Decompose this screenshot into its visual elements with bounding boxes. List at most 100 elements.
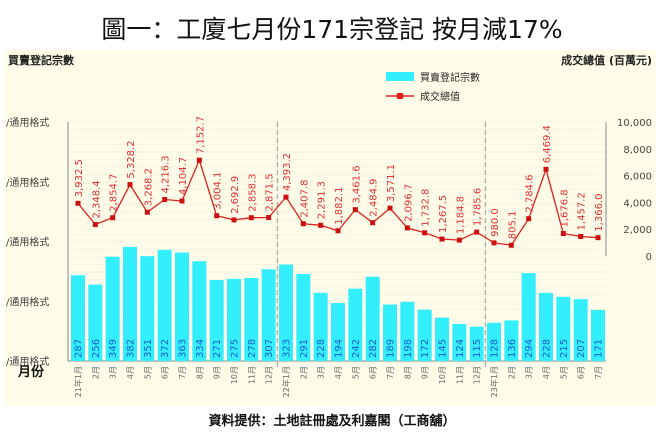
x-tick-label: 2月 [91, 366, 100, 379]
line-label: 1,457.2 [577, 192, 588, 230]
line-label: 2,858.3 [247, 174, 258, 212]
line-marker [300, 221, 306, 227]
bar [331, 303, 345, 361]
bar [573, 299, 588, 361]
line-marker [578, 233, 584, 239]
source-note: 資料提供：土地註冊處及利嘉閣（工商舖） [208, 414, 456, 429]
line-marker [422, 230, 428, 236]
right-tick-label: 6,000 [623, 172, 652, 183]
bar [469, 326, 484, 361]
x-tick-label: 10月 [230, 366, 239, 384]
x-tick-label: 21年1月 [73, 366, 83, 397]
x-tick-label: 12月 [265, 366, 274, 384]
x-tick-label: 5月 [351, 366, 360, 379]
x-axis-title: 月份 [17, 364, 45, 380]
line-marker [162, 197, 168, 203]
bar [175, 252, 189, 361]
x-tick-label: 9月 [213, 366, 222, 379]
bar [591, 309, 605, 361]
x-tick-label: 7月 [594, 366, 603, 379]
line-marker [266, 215, 272, 221]
bar-label: 278 [247, 339, 258, 358]
x-tick-label: 6月 [369, 366, 378, 379]
bar [261, 269, 276, 361]
x-tick-label: 5月 [559, 366, 568, 379]
line-marker [127, 182, 133, 188]
line-marker [179, 198, 185, 204]
bar-label: 228 [316, 339, 327, 358]
bar-label: 145 [438, 339, 449, 358]
left-tick-label: /通用格式 [6, 355, 49, 368]
line-label: 5,328.2 [126, 140, 137, 178]
bar [140, 256, 155, 361]
x-tick-label: 23年1月 [489, 366, 499, 397]
bar-label: 171 [594, 339, 605, 358]
x-tick-label: 7月 [386, 366, 395, 379]
page-title: 圖一：工廈七月份171宗登記 按月減17% [101, 15, 563, 44]
bar [452, 323, 467, 361]
bar [313, 292, 328, 361]
line-label: 2,871.5 [265, 173, 276, 211]
line-label: 1,366.0 [594, 194, 605, 232]
bar-label: 189 [386, 339, 397, 358]
bar-label: 172 [420, 339, 431, 358]
line-label: 4,216.3 [161, 155, 172, 193]
line-label: 1,785.6 [473, 188, 484, 226]
line-label: 2,854.7 [109, 174, 120, 212]
left-tick-label: /通用格式 [6, 176, 49, 189]
line-marker [92, 222, 98, 228]
bar-label: 242 [351, 339, 362, 358]
x-tick-label: 3月 [109, 366, 118, 379]
x-tick-label: 7月 [178, 366, 187, 379]
line-marker [214, 213, 220, 219]
left-tick-label: /通用格式 [6, 116, 49, 129]
line-label: 1,184.8 [455, 196, 466, 234]
line-label: 2,692.9 [230, 176, 241, 214]
x-tick-label: 2月 [299, 366, 308, 379]
line-marker [439, 236, 445, 242]
bar-label: 294 [524, 339, 535, 358]
x-tick-label: 8月 [403, 366, 412, 379]
bar [157, 249, 172, 361]
line-marker [543, 166, 549, 172]
right-tick-label: 0 [646, 252, 652, 263]
bar-label: 136 [507, 339, 518, 358]
bar-label: 207 [576, 339, 587, 358]
legend-line-marker [397, 93, 403, 99]
line-marker [196, 157, 202, 163]
bar-label: 128 [490, 339, 501, 358]
x-tick-label: 5月 [143, 366, 152, 379]
legend-bar-label: 買賣登記宗數 [420, 71, 480, 84]
bar [521, 273, 536, 361]
bar [71, 275, 85, 361]
line-marker [144, 209, 150, 215]
line-marker [526, 216, 532, 222]
bar-label: 291 [299, 339, 310, 358]
left-axis-title: 買賣登記宗數 [8, 53, 74, 67]
x-tick-label: 4月 [334, 366, 343, 379]
line-label: 4,393.2 [282, 153, 293, 191]
right-tick-label: 4,000 [623, 198, 652, 209]
bar [123, 246, 137, 361]
x-tick-label: 2月 [507, 366, 516, 379]
line-marker [352, 207, 358, 213]
bar [244, 277, 259, 361]
legend-bar-swatch [386, 72, 414, 81]
line-label: 1,676.8 [559, 189, 570, 227]
x-tick-label: 6月 [161, 366, 170, 379]
line-label: 7,152.7 [195, 116, 206, 154]
bar [227, 278, 241, 361]
line-label: 3,461.6 [351, 165, 362, 203]
line-label: 3,571.1 [386, 164, 397, 202]
line-label: 2,291.3 [317, 181, 328, 219]
line-marker [370, 220, 376, 226]
bar-label: 215 [559, 339, 570, 358]
bar-label: 372 [160, 339, 171, 358]
line-label: 1,732.8 [421, 189, 432, 227]
line-label: 2,407.8 [299, 180, 310, 218]
bar-label: 287 [74, 339, 85, 358]
line-label: 2,784.6 [525, 175, 536, 213]
x-tick-label: 9月 [421, 366, 430, 379]
line-label: 980.0 [490, 208, 501, 237]
x-tick-label: 3月 [317, 366, 326, 379]
